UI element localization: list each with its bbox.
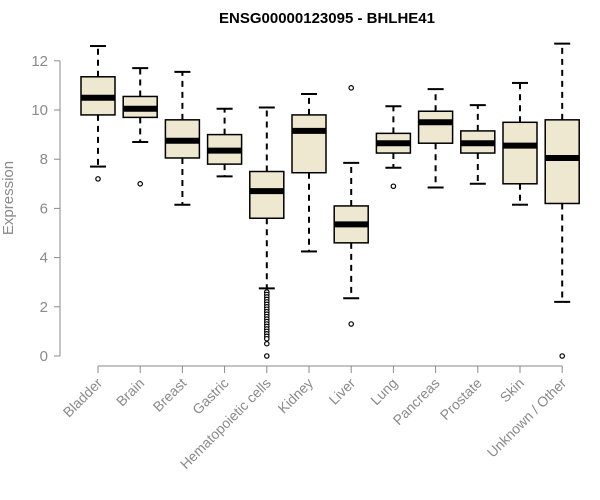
y-tick-label: 10	[31, 102, 48, 119]
y-axis-label: Expression	[0, 161, 17, 235]
outlier-point	[95, 176, 101, 182]
box-unknown-other	[544, 42, 580, 359]
outlier-point	[263, 353, 270, 359]
y-tick-label: 4	[40, 250, 48, 267]
y-tick-label: 8	[40, 151, 48, 168]
x-tick-label: Breast	[150, 375, 190, 415]
iqr-box	[249, 170, 285, 219]
box-pancreas	[417, 88, 454, 189]
iqr-box	[291, 114, 327, 174]
chart-title: ENSG00000123095 - BHLHE41	[219, 10, 435, 27]
x-tick-label: Kidney	[275, 375, 317, 417]
y-tick-label: 2	[40, 299, 48, 316]
iqr-box	[544, 119, 580, 205]
x-tick-label: Brain	[113, 375, 147, 409]
box-liver	[333, 85, 369, 327]
outlier-point	[263, 335, 270, 342]
box-brain	[122, 67, 158, 187]
box-breast	[164, 70, 201, 206]
x-tick-label: Unknown / Other	[484, 375, 570, 461]
iqr-box	[502, 121, 538, 185]
x-tick-label: Bladder	[60, 375, 106, 421]
box-gastric	[206, 107, 243, 178]
outlier-point	[348, 85, 355, 91]
iqr-box	[417, 110, 454, 144]
outlier-point	[137, 181, 144, 187]
x-tick-label: Skin	[497, 375, 528, 406]
y-axis: 0 2 4 6 8 10 12	[31, 53, 61, 365]
x-tick-label: Lung	[367, 375, 400, 408]
x-tick-label: Pancreas	[390, 375, 443, 428]
x-tick-label: Prostate	[437, 375, 485, 423]
outlier-point	[390, 183, 397, 190]
box-lung	[375, 105, 412, 190]
box-hematopoietic-cells	[249, 106, 285, 359]
box-prostate	[460, 104, 496, 185]
x-tick-label: Liver	[326, 375, 359, 408]
outlier-point	[263, 340, 270, 347]
y-tick-label: 6	[40, 200, 48, 217]
box-kidney	[291, 93, 327, 253]
y-tick-label: 12	[31, 53, 48, 70]
outlier-point	[348, 321, 355, 327]
outlier-point	[559, 353, 566, 359]
box-bladder	[80, 45, 116, 182]
y-tick-label: 0	[40, 348, 48, 365]
boxes-group	[80, 42, 580, 359]
box-skin	[502, 81, 538, 206]
